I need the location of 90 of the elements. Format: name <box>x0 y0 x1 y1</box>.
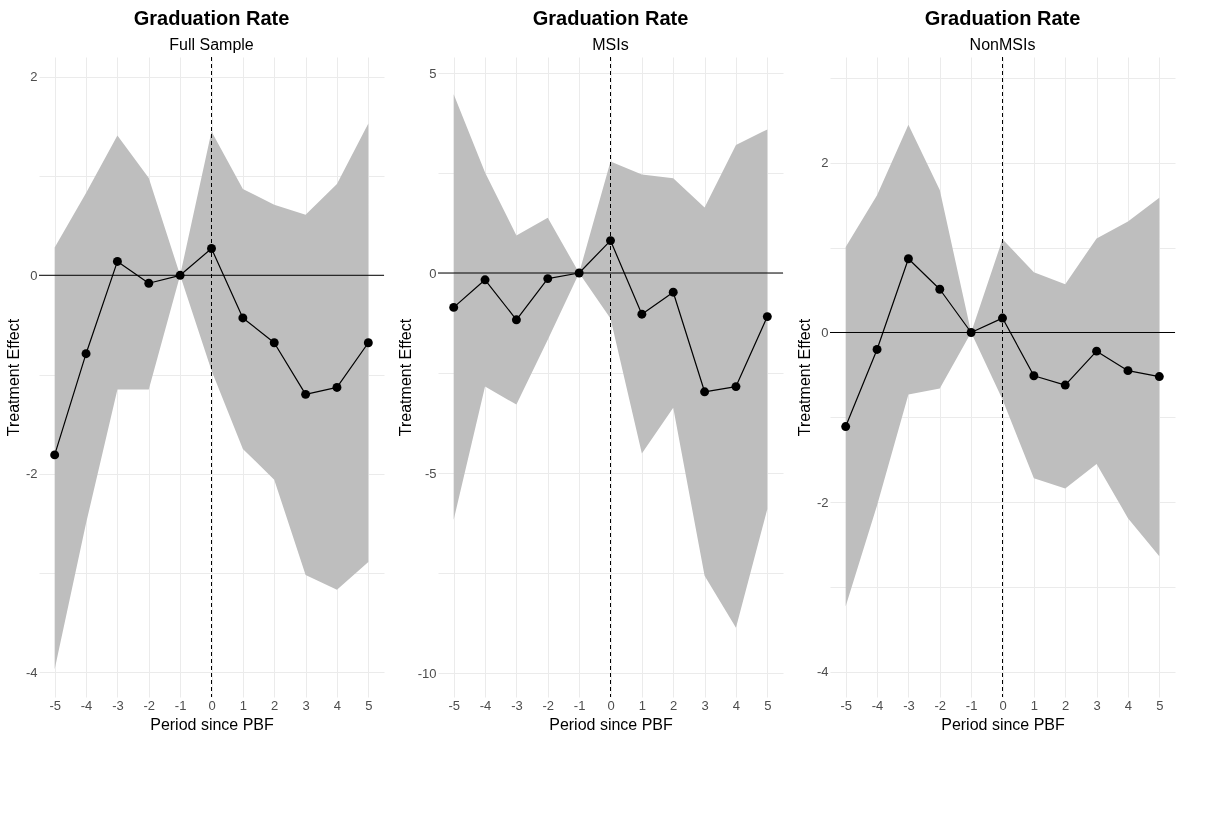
x-tick-label: 3 <box>302 697 310 713</box>
y-tick-label: 0 <box>30 267 38 283</box>
y-tick-label: 5 <box>429 65 437 81</box>
chart-subtitle: NonMSIs <box>969 35 1036 53</box>
point <box>50 450 60 460</box>
x-tick-label: -3 <box>112 697 124 713</box>
x-tick-label: 5 <box>365 697 373 713</box>
y-tick-label: -2 <box>25 466 38 482</box>
x-tick-label: 0 <box>999 697 1007 713</box>
y-tick-label: -4 <box>25 664 38 680</box>
x-tick-label: -2 <box>934 697 947 713</box>
y-tick-label: -2 <box>816 494 829 510</box>
point <box>700 387 710 397</box>
chart-title: Graduation Rate <box>532 6 689 29</box>
x-tick-label: -3 <box>903 697 915 713</box>
x-tick-label: 5 <box>764 697 772 713</box>
point <box>511 315 521 325</box>
point <box>606 236 615 246</box>
x-tick-label: -5 <box>840 697 852 713</box>
x-tick-label: 2 <box>670 697 678 713</box>
point <box>637 309 647 319</box>
y-tick-label: -10 <box>417 665 437 681</box>
point <box>269 338 279 348</box>
y-axis-title: Treatment Effect <box>795 318 813 437</box>
point <box>1060 380 1070 390</box>
y-tick-label: -5 <box>424 465 437 481</box>
point <box>112 256 122 266</box>
x-tick-label: -5 <box>49 697 61 713</box>
chart-subtitle: Full Sample <box>169 35 254 53</box>
point <box>363 338 373 348</box>
y-axis-title: Treatment Effect <box>4 318 22 437</box>
point <box>1092 346 1102 356</box>
x-tick-label: -5 <box>448 697 460 713</box>
point <box>731 382 741 392</box>
point <box>332 382 342 392</box>
x-tick-label: 0 <box>607 697 615 713</box>
x-tick-label: 3 <box>701 697 709 713</box>
point <box>301 389 311 399</box>
x-tick-label: 4 <box>732 697 741 713</box>
chart-title: Graduation Rate <box>924 6 1081 29</box>
x-tick-label: 4 <box>1124 697 1133 713</box>
y-tick-label: 0 <box>429 265 437 281</box>
x-tick-label: 1 <box>239 697 247 713</box>
point <box>935 284 945 294</box>
x-axis-title: Period since PBF <box>941 715 1066 733</box>
x-tick-label: -3 <box>511 697 523 713</box>
point <box>1123 366 1133 376</box>
x-tick-label: 3 <box>1093 697 1101 713</box>
x-axis-title: Period since PBF <box>150 715 275 733</box>
x-tick-label: -1 <box>174 697 187 713</box>
y-tick-label: 2 <box>30 69 38 85</box>
x-tick-label: 1 <box>638 697 646 713</box>
chart-subtitle: MSIs <box>592 35 629 53</box>
y-tick-label: -4 <box>816 664 829 680</box>
x-tick-label: 2 <box>1062 697 1070 713</box>
y-tick-label: 2 <box>821 155 829 171</box>
x-tick-label: 2 <box>271 697 279 713</box>
point <box>543 274 553 284</box>
point <box>872 344 882 354</box>
point <box>480 275 490 285</box>
point <box>175 270 185 280</box>
x-tick-label: -1 <box>573 697 586 713</box>
point <box>238 313 248 323</box>
x-tick-label: -2 <box>143 697 156 713</box>
point <box>998 313 1007 323</box>
x-tick-label: -4 <box>80 697 93 713</box>
point <box>144 278 154 288</box>
x-tick-label: 4 <box>333 697 342 713</box>
point <box>966 328 976 337</box>
point <box>81 349 91 359</box>
point <box>841 422 851 432</box>
point <box>762 312 772 322</box>
chart-title: Graduation Rate <box>133 6 290 29</box>
x-axis-title: Period since PBF <box>549 715 674 733</box>
point <box>207 244 216 253</box>
x-tick-label: -4 <box>479 697 492 713</box>
y-tick-label: 0 <box>821 325 829 340</box>
point <box>903 254 913 264</box>
x-tick-label: 0 <box>208 697 216 713</box>
x-tick-label: -4 <box>871 697 884 713</box>
x-tick-label: 5 <box>1156 697 1164 713</box>
x-tick-label: -2 <box>542 697 555 713</box>
x-tick-label: -1 <box>965 697 978 713</box>
point <box>449 302 459 312</box>
point <box>574 268 584 278</box>
point <box>1154 372 1164 382</box>
point <box>1029 371 1039 381</box>
x-tick-label: 1 <box>1030 697 1038 713</box>
point <box>668 287 678 297</box>
y-axis-title: Treatment Effect <box>396 318 414 437</box>
